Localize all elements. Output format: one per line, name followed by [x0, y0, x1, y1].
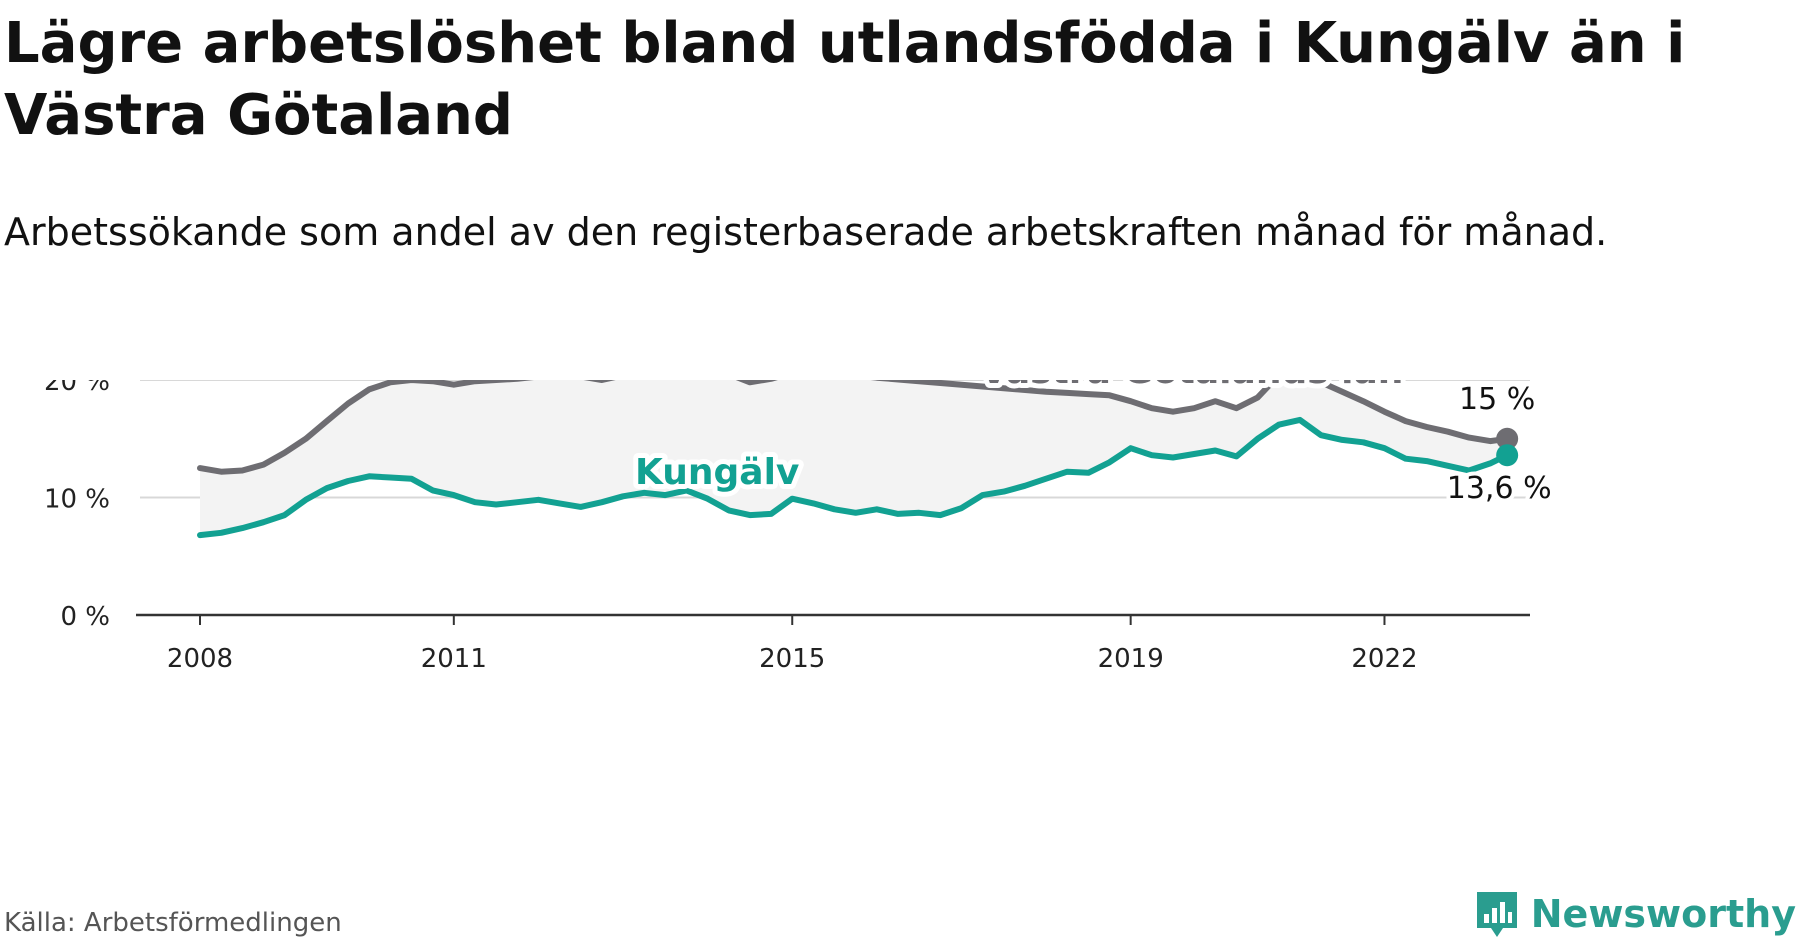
vastra-gotaland-end-marker: [1496, 427, 1519, 450]
chart-title: Lägre arbetslöshet bland utlandsfödda i …: [4, 11, 1686, 148]
source-note: Källa: Arbetsförmedlingen: [4, 908, 342, 938]
brand-logo[interactable]: Newsworthy: [1473, 888, 1796, 940]
x-tick-label: 2022: [1351, 644, 1417, 674]
vastra-gotaland-end-label: 15 %: [1459, 382, 1535, 417]
x-tick-label: 2019: [1098, 644, 1164, 674]
y-tick-label: 0 %: [60, 602, 110, 632]
kungalv-end-marker: [1496, 444, 1519, 467]
vastra-gotaland-line: [197, 380, 1511, 475]
difference-band: [200, 380, 1508, 536]
axes: 0 % 10 % 20 % 2008 2011 2015 2019 2022: [44, 380, 1530, 674]
kungalv-label: Kungälv: [635, 452, 799, 493]
newsworthy-logo-icon: [1476, 892, 1517, 937]
y-tick-label: 20 %: [44, 380, 110, 397]
chart-subtitle: Arbetssökande som andel av den registerb…: [4, 210, 1608, 254]
y-tick-label: 10 %: [44, 485, 110, 515]
kungalv-end-label: 13,6 %: [1447, 471, 1552, 506]
line-chart: 0 % 10 % 20 % 2008 2011 2015 2019 2022 Västra G…: [44, 380, 1556, 674]
x-tick-label: 2011: [421, 644, 487, 674]
series-lines: [197, 380, 1519, 539]
x-tick-label: 2015: [759, 644, 825, 674]
vastra-gotaland-label: Västra Götalands län: [980, 380, 1403, 392]
kungalv-line: [197, 416, 1511, 539]
x-tick-label: 2008: [167, 644, 233, 674]
brand-name: Newsworthy: [1530, 892, 1796, 936]
